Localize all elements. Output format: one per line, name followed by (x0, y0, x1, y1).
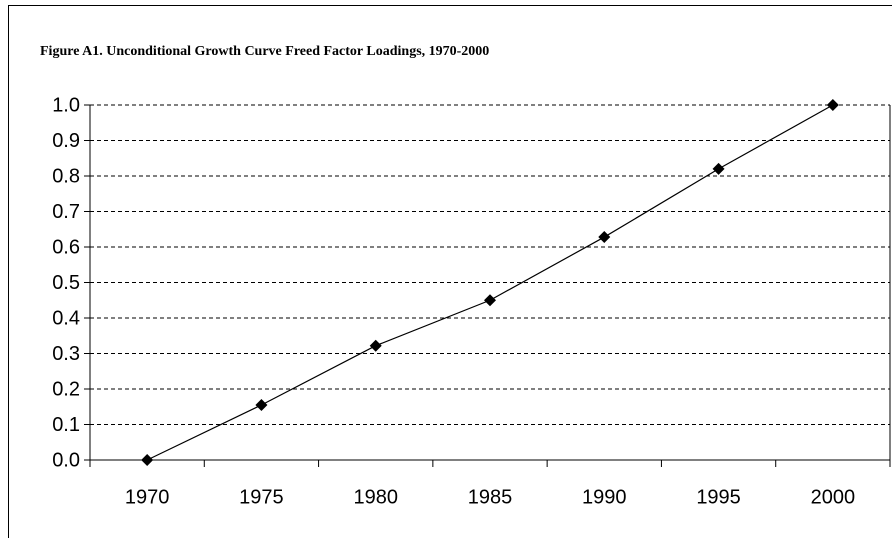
x-tick-label: 1985 (468, 486, 513, 508)
x-tick-label: 1980 (353, 486, 398, 508)
x-tick-label: 2000 (811, 486, 856, 508)
x-tick-label: 1990 (582, 486, 627, 508)
y-tick-label: 0.6 (52, 236, 80, 258)
x-tick-label: 1970 (125, 486, 170, 508)
x-tick-label: 1975 (239, 486, 284, 508)
y-tick-label: 0.1 (52, 414, 80, 436)
marker (826, 99, 839, 111)
y-tick-label: 0.2 (52, 378, 80, 400)
marker (141, 454, 154, 466)
chart-title: Figure A1. Unconditional Growth Curve Fr… (40, 44, 489, 59)
marker (255, 398, 268, 411)
x-tick-label: 1995 (696, 486, 741, 508)
marker (712, 162, 725, 175)
y-tick-label: 0.0 (52, 449, 80, 471)
y-tick-label: 0.9 (52, 130, 80, 152)
y-tick-label: 0.3 (52, 343, 80, 365)
y-tick-label: 0.7 (52, 201, 80, 223)
frame (8, 5, 892, 538)
y-tick-label: 0.8 (52, 165, 80, 187)
y-tick-label: 1.0 (52, 94, 80, 116)
y-tick-label: 0.5 (52, 272, 80, 294)
y-tick-label: 0.4 (52, 307, 80, 329)
marker (598, 231, 611, 244)
marker (369, 339, 382, 352)
marker (484, 294, 496, 307)
